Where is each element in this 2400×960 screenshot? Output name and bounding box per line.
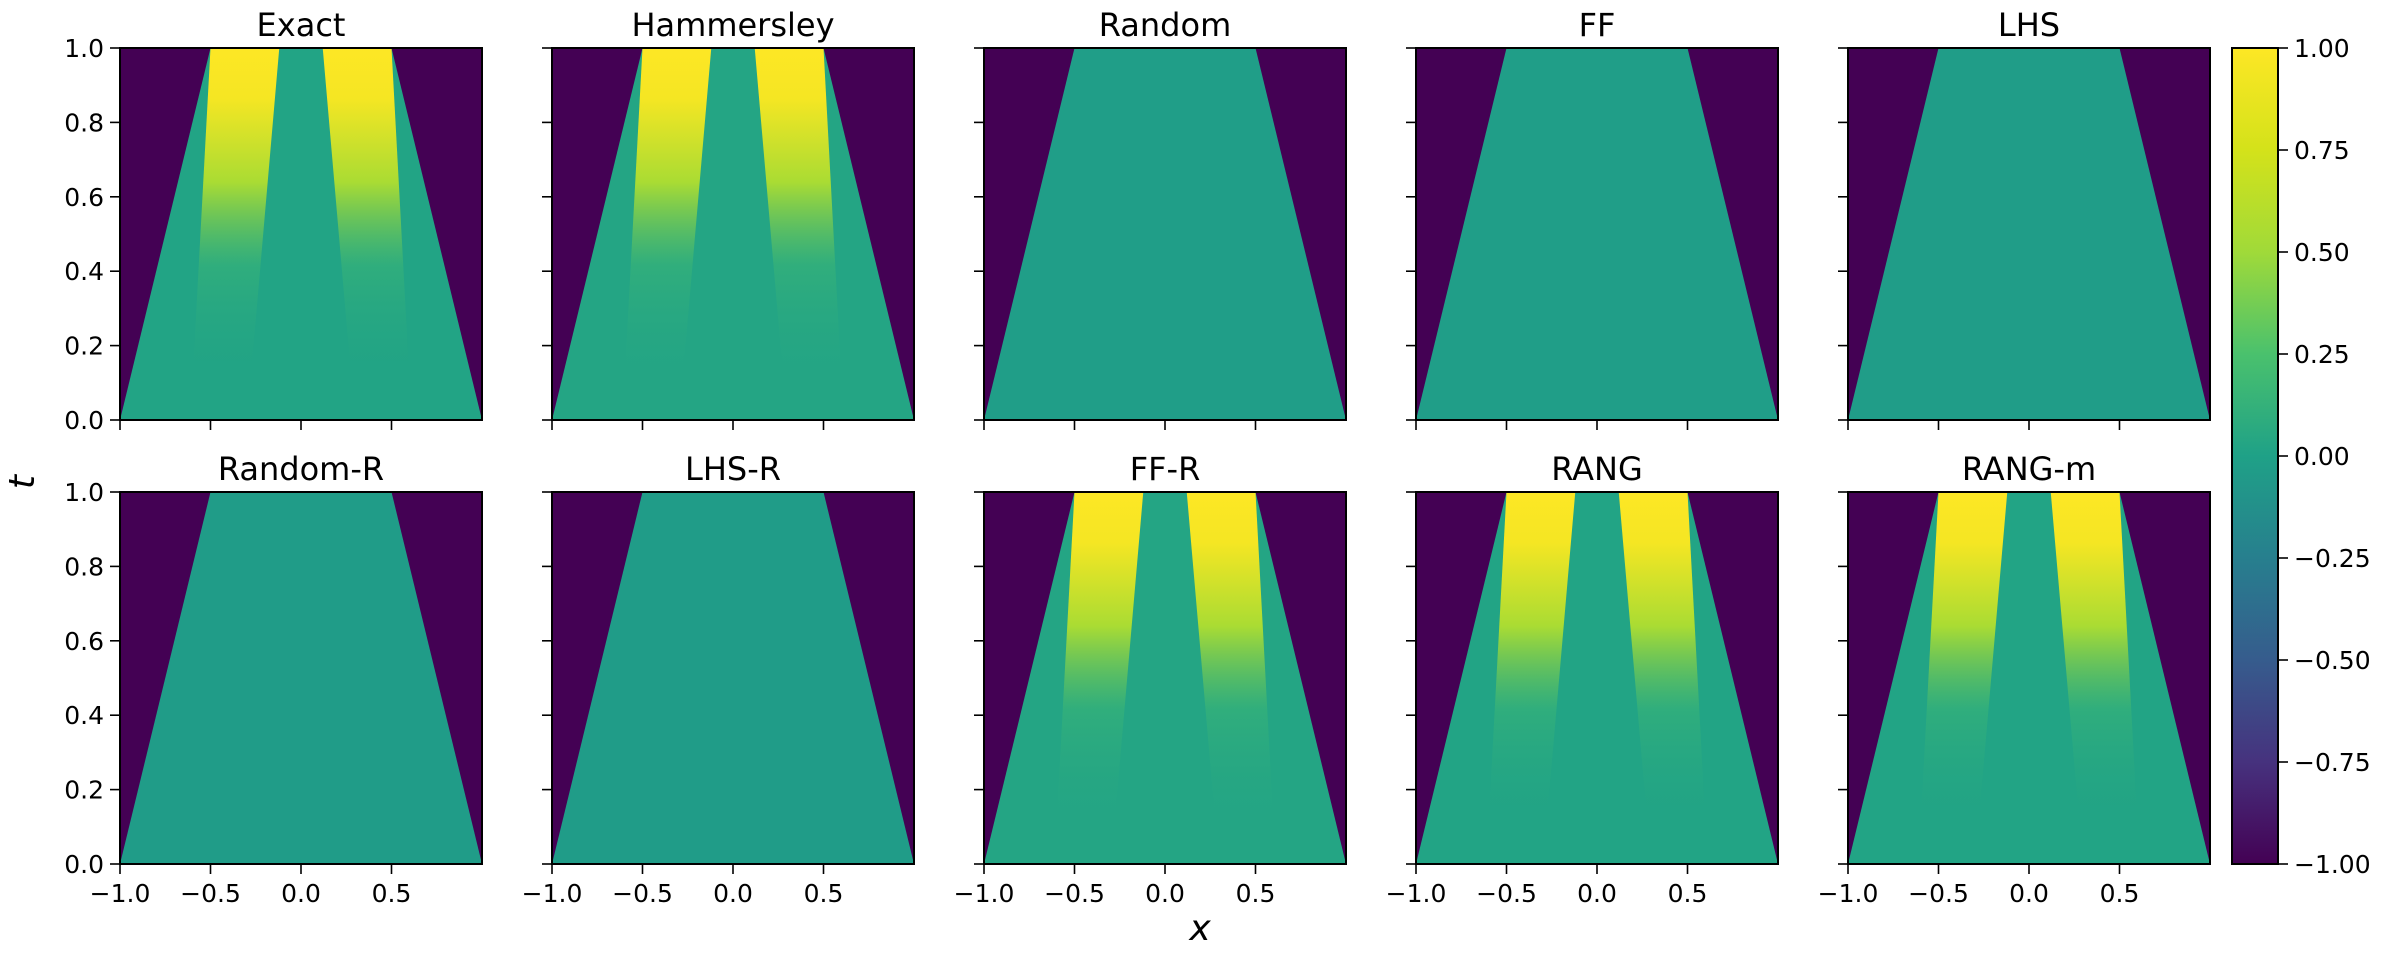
y-tick-label: 0.2	[64, 776, 104, 805]
panel-ff: FF	[1406, 6, 1779, 430]
peak-region-right	[322, 48, 410, 383]
x-tick-label: 0.0	[713, 879, 753, 908]
panel-title: FF-R	[1130, 450, 1201, 488]
colorbar-tick-label: 0.25	[2294, 340, 2350, 369]
x-tick-label: 0.5	[1236, 879, 1276, 908]
colorbar-gradient	[2231, 47, 2279, 865]
y-tick-label: 1.0	[64, 478, 104, 507]
panel-title: FF	[1579, 6, 1616, 44]
x-tick-label: −0.5	[180, 879, 241, 908]
x-tick-label: 0.0	[1577, 879, 1617, 908]
panel-lhs: LHS	[1838, 6, 2211, 430]
colorbar-tick-label: −0.50	[2294, 646, 2371, 675]
heatmap-panels: Exact 0.0 0.2 0.4 0.6 0.8 1.0 Hammersley Random F…	[64, 6, 2211, 908]
panel-rang: RANG −1.0 −0.5 0.0 0.5	[1386, 450, 1779, 908]
y-tick-label: 0.8	[64, 108, 104, 137]
panel-title: Hammersley	[631, 6, 834, 44]
y-tick-label: 0.4	[64, 701, 104, 730]
x-tick-label: −1.0	[1818, 879, 1879, 908]
plateau-region	[1416, 48, 1778, 420]
panel-exact: Exact 0.0 0.2 0.4 0.6 0.8 1.0	[64, 6, 483, 435]
colorbar: 1.00 0.75 0.50 0.25 0.00 −0.25 −0.50 −0.75 −1.00	[2231, 34, 2371, 879]
peak-region-left	[1920, 492, 2008, 827]
colorbar-tick-label: 0.50	[2294, 238, 2350, 267]
x-tick-label: 0.5	[804, 879, 844, 908]
plateau-region	[552, 492, 914, 864]
panel-title: Random	[1099, 6, 1231, 44]
panel-title: RANG	[1551, 450, 1643, 488]
colorbar-tick-label: 0.75	[2294, 136, 2350, 165]
plateau-region	[984, 48, 1346, 420]
colorbar-tick-label: 1.00	[2294, 34, 2350, 63]
panel-hammersley: Hammersley	[542, 6, 915, 430]
y-tick-label: 0.8	[64, 552, 104, 581]
y-tick-label: 0.0	[64, 850, 104, 879]
x-tick-label: −1.0	[90, 879, 151, 908]
panel-lhs-r: LHS-R −1.0 −0.5 0.0 0.5	[522, 450, 915, 908]
peak-region-left	[192, 48, 280, 383]
peak-region-right	[1618, 492, 1706, 827]
x-tick-label: −1.0	[522, 879, 583, 908]
panel-random-r: Random-R −1.0 −0.5 0.0 0.5 0.0 0.2 0.4 0.6 0.8 1.0	[64, 450, 483, 908]
panel-ff-r: FF-R −1.0 −0.5 0.0 0.5	[954, 450, 1347, 908]
x-tick-label: −0.5	[1044, 879, 1105, 908]
colorbar-tick-label: −0.75	[2294, 748, 2371, 777]
peak-region-left	[1488, 492, 1576, 827]
y-tick-label: 0.0	[64, 406, 104, 435]
x-tick-label: −1.0	[954, 879, 1015, 908]
y-tick-label: 0.6	[64, 183, 104, 212]
panel-rang-m: RANG-m −1.0 −0.5 0.0 0.5	[1818, 450, 2211, 908]
x-tick-label: 0.0	[2009, 879, 2049, 908]
x-tick-label: −1.0	[1386, 879, 1447, 908]
x-axis-label: x	[1188, 908, 1211, 949]
x-tick-label: −0.5	[1476, 879, 1537, 908]
panel-title: LHS-R	[685, 450, 781, 488]
peak-region-left	[624, 48, 712, 383]
x-tick-label: 0.0	[281, 879, 321, 908]
panel-title: Exact	[257, 6, 346, 44]
x-tick-label: 0.5	[2100, 879, 2140, 908]
x-tick-label: 0.0	[1145, 879, 1185, 908]
peak-region-right	[754, 48, 842, 383]
panel-title: LHS	[1998, 6, 2060, 44]
y-tick-label: 0.4	[64, 257, 104, 286]
y-tick-label: 0.2	[64, 332, 104, 361]
y-tick-label: 1.0	[64, 34, 104, 63]
plateau-region	[1848, 48, 2210, 420]
panel-title: Random-R	[218, 450, 384, 488]
peak-region-left	[1056, 492, 1144, 827]
peak-region-right	[1186, 492, 1274, 827]
plateau-region	[120, 492, 482, 864]
peak-region-right	[2050, 492, 2138, 827]
panel-random: Random	[974, 6, 1347, 430]
x-tick-label: 0.5	[1668, 879, 1708, 908]
y-tick-label: 0.6	[64, 627, 104, 656]
panel-title: RANG-m	[1962, 450, 2096, 488]
colorbar-tick-label: −0.25	[2294, 544, 2371, 573]
y-axis-label: t	[2, 473, 43, 489]
colorbar-tick-label: −1.00	[2294, 850, 2371, 879]
colorbar-tick-label: 0.00	[2294, 442, 2350, 471]
x-tick-label: −0.5	[612, 879, 673, 908]
x-tick-label: 0.5	[372, 879, 412, 908]
x-tick-label: −0.5	[1908, 879, 1969, 908]
